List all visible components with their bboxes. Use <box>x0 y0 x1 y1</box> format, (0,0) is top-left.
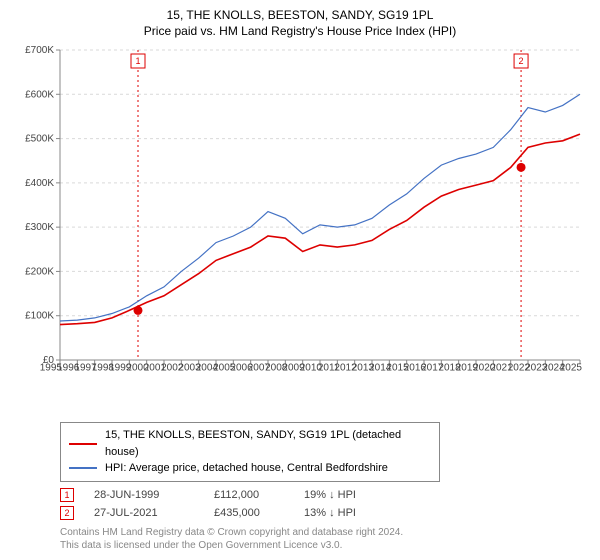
svg-text:1: 1 <box>135 56 140 66</box>
svg-text:£300K: £300K <box>25 222 54 233</box>
chart-plot-area: £0£100K£200K£300K£400K£500K£600K£700K199… <box>12 44 588 414</box>
sale-diff: 13% ↓ HPI <box>304 507 394 519</box>
sale-price: £112,000 <box>214 489 304 501</box>
svg-text:£600K: £600K <box>25 89 54 100</box>
chart-title-address: 15, THE KNOLLS, BEESTON, SANDY, SG19 1PL <box>12 8 588 22</box>
svg-text:£700K: £700K <box>25 45 54 56</box>
sale-marker-icon: 1 <box>60 488 74 502</box>
chart-title-subtitle: Price paid vs. HM Land Registry's House … <box>12 24 588 38</box>
svg-text:2025: 2025 <box>560 363 583 374</box>
legend-swatch <box>69 467 97 469</box>
sale-date: 28-JUN-1999 <box>94 489 214 501</box>
svg-text:£200K: £200K <box>25 266 54 277</box>
legend-label: HPI: Average price, detached house, Cent… <box>105 460 388 477</box>
sale-price: £435,000 <box>214 507 304 519</box>
chart-container: 15, THE KNOLLS, BEESTON, SANDY, SG19 1PL… <box>0 0 600 560</box>
svg-text:2: 2 <box>519 56 524 66</box>
footer-attribution: Contains HM Land Registry data © Crown c… <box>60 526 588 552</box>
legend-item: HPI: Average price, detached house, Cent… <box>69 460 431 477</box>
svg-text:£100K: £100K <box>25 311 54 322</box>
sale-row: 1 28-JUN-1999£112,00019% ↓ HPI <box>60 488 588 502</box>
sales-table: 1 28-JUN-1999£112,00019% ↓ HPI 2 27-JUL-202… <box>60 488 588 520</box>
svg-text:£400K: £400K <box>25 178 54 189</box>
sale-diff: 19% ↓ HPI <box>304 489 394 501</box>
legend-label: 15, THE KNOLLS, BEESTON, SANDY, SG19 1PL… <box>105 427 431 460</box>
sale-row: 2 27-JUL-2021£435,00013% ↓ HPI <box>60 506 588 520</box>
footer-line2: This data is licensed under the Open Gov… <box>60 539 588 552</box>
sale-date: 27-JUL-2021 <box>94 507 214 519</box>
legend-item: 15, THE KNOLLS, BEESTON, SANDY, SG19 1PL… <box>69 427 431 460</box>
footer-line1: Contains HM Land Registry data © Crown c… <box>60 526 588 539</box>
legend-swatch <box>69 443 97 445</box>
sale-marker-icon: 2 <box>60 506 74 520</box>
legend-box: 15, THE KNOLLS, BEESTON, SANDY, SG19 1PL… <box>60 422 440 482</box>
price-chart-svg: £0£100K£200K£300K£400K£500K£600K£700K199… <box>12 44 588 414</box>
svg-text:£500K: £500K <box>25 134 54 145</box>
